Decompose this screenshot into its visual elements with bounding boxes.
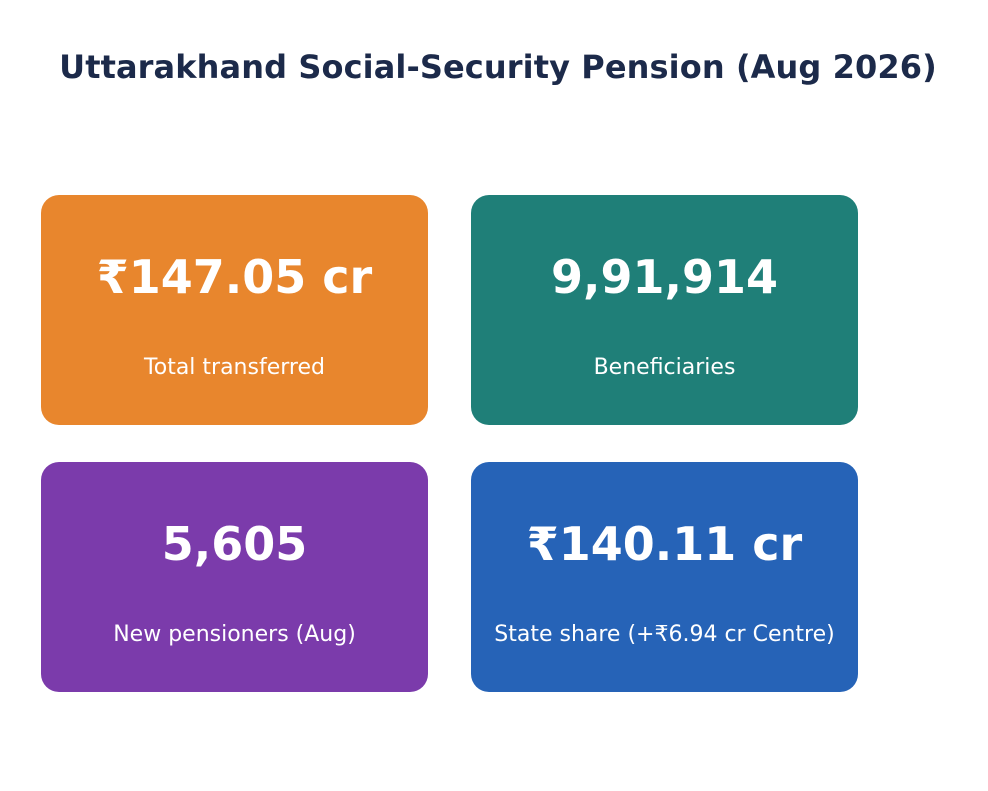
kpi-card-new-pensioners: 5,605 New pensioners (Aug) <box>41 462 428 692</box>
kpi-value: ₹140.11 cr <box>526 517 803 571</box>
kpi-label: Beneficiaries <box>593 355 736 380</box>
kpi-value: ₹147.05 cr <box>96 250 373 304</box>
kpi-label: State share (+₹6.94 cr Centre) <box>494 622 835 647</box>
kpi-card-state-share: ₹140.11 cr State share (+₹6.94 cr Centre… <box>471 462 858 692</box>
kpi-card-beneficiaries: 9,91,914 Beneficiaries <box>471 195 858 425</box>
kpi-value: 5,605 <box>161 517 308 571</box>
page-title: Uttarakhand Social-Security Pension (Aug… <box>59 48 937 86</box>
kpi-card-total-transferred: ₹147.05 cr Total transferred <box>41 195 428 425</box>
kpi-label: Total transferred <box>144 355 325 380</box>
kpi-label: New pensioners (Aug) <box>113 622 356 647</box>
kpi-value: 9,91,914 <box>551 250 778 304</box>
